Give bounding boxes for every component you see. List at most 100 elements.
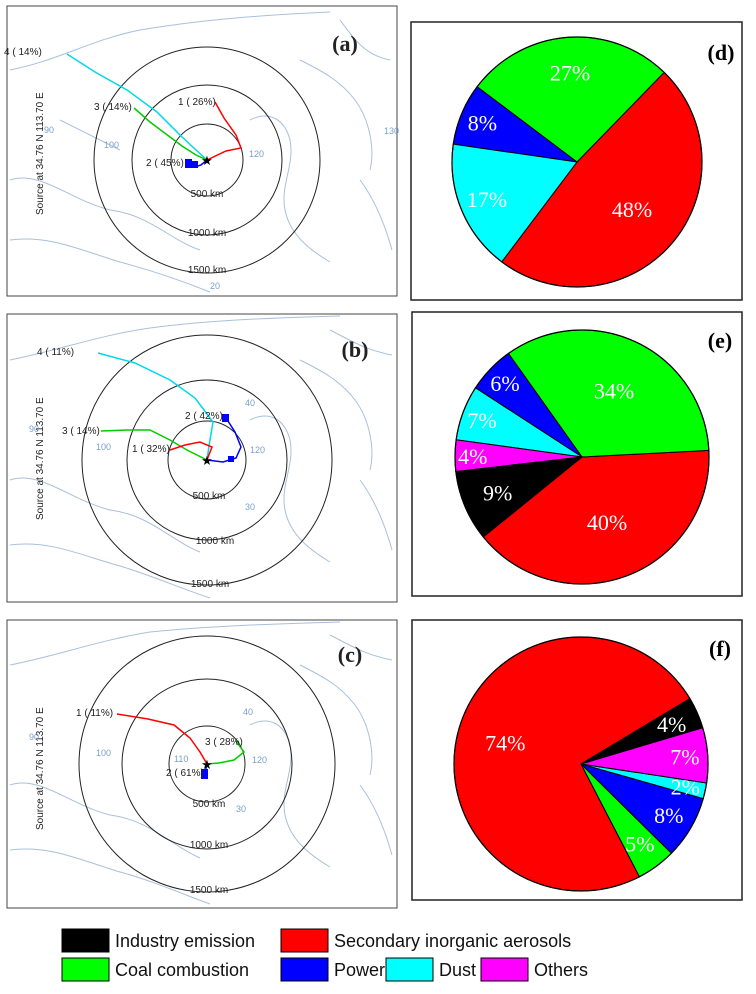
pie-label-secondary-inorganic-aerosols: 74% [485,731,525,756]
ring-label-1000-b: 1000 km [196,536,234,547]
cluster-label-1-a: 1 ( 26%) [178,97,216,108]
ring-label-1000-c: 1000 km [190,840,228,851]
trajectory-2-b [206,417,242,463]
lon-label-b-100: 100 [96,442,111,452]
lon-label-a-120: 120 [249,149,264,159]
map-c-coastlines [9,621,393,905]
pie-label-dust: 17% [467,187,507,212]
ring-label-500-c: 500 km [193,799,226,810]
cluster-label-4-a: 4 ( 14%) [4,47,42,58]
pie-label-power: 6% [490,371,519,396]
ring-label-1500-a: 1500 km [188,265,226,276]
cluster-label-3-c: 3 ( 28%) [205,737,243,748]
range-rings-b [81,334,333,586]
legend-label-secondary: Secondary inorganic aerosols [334,931,571,951]
source-star-a: ★ [201,153,213,168]
marker-2b-b [228,456,234,462]
legend-swatch-secondary [280,928,329,953]
cluster-label-2-a: 2 ( 45%) [146,158,184,169]
marker-2-c [201,769,208,779]
pie-label-industry-emission: 4% [657,712,686,737]
pie-chart-e: 40% 34% 6% 7% 4% 9% [454,329,710,585]
lon-label-a-90: 90 [44,125,54,135]
panel-label-a: (a) [332,31,358,56]
cluster-label-1-c: 1 ( 11%) [76,708,113,719]
map-frame-c [6,619,398,909]
legend-label-coal: Coal combustion [115,960,249,980]
legend-label-industry: Industry emission [115,931,255,951]
pie-label-coal-combustion: 5% [625,832,654,857]
pie-label-coal-combustion: 34% [594,379,634,404]
pie-label-others: 4% [458,444,487,469]
marker-2-b [222,414,229,422]
cluster-label-3-a: 3 ( 14%) [94,102,132,113]
legend-swatch-dust [385,957,434,982]
lat-label-c-40: 40 [243,707,253,717]
source-label-c: Source at 34.76 N 113.70 E [35,707,46,830]
lat-label-b-30: 30 [245,502,255,512]
pie-label-others: 7% [670,745,699,770]
marker-2a-b [192,161,198,168]
marker-2-a [185,159,192,168]
ring-1500km-c [78,635,336,893]
range-rings-c [78,635,336,893]
lat-label-b-40: 40 [245,398,255,408]
lon-label-c-100: 100 [96,748,111,758]
pie-chart-f: 74%5%8%2%7%4% [453,636,709,892]
lon-label-a-100: 100 [104,140,119,150]
trajectories-b [97,352,242,463]
lon-label-c-110: 110 [174,754,188,764]
pie-label-industry-emission: 9% [483,480,512,505]
panel-label-d: (d) [708,40,735,65]
ring-label-500-a: 500 km [191,189,224,200]
legend-label-dust: Dust [439,960,476,980]
cluster-label-3-b: 3 ( 14%) [62,426,100,437]
trajectory-1-a [206,101,243,161]
ring-1500km-a [93,46,321,274]
map-panels [6,5,398,909]
ring-1000km-a [131,84,283,236]
lon-label-b-90: 90 [29,424,39,434]
trajectory-markers [185,159,234,779]
pie-outline [451,36,703,288]
ring-500km-c [168,725,246,803]
ring-label-1500-c: 1500 km [190,885,228,896]
legend-label-power: Power [334,960,385,980]
ring-1500km-b [81,334,333,586]
map-b-coastlines [9,315,393,599]
ring-label-1500-b: 1500 km [191,579,229,590]
legend-label-others: Others [534,960,588,980]
trajectory-1-b [169,441,213,461]
cluster-label-2-b: 2 ( 42%) [185,411,223,422]
pie-outline [453,636,709,892]
lon-label-c-90: 90 [29,732,39,742]
ring-1000km-b [126,379,288,541]
panel-label-c: (c) [338,642,362,667]
source-label-a: Source at 34.76 N 113.70 E [35,92,46,215]
source-star-b: ★ [201,453,213,468]
legend-swatch-power [280,957,329,982]
cluster-label-4-b: 4 ( 11%) [37,347,74,358]
panel-label-f: (f) [709,636,731,661]
trajectory-4-a [66,53,208,161]
ring-label-500-b: 500 km [193,491,226,502]
trajectory-3-c [206,740,246,765]
source-markers: ★ ★ ★ [201,153,213,772]
ring-1000km-c [121,678,293,850]
pie-label-coal-combustion: 27% [550,60,590,85]
cluster-label-1-b: 1 ( 32%) [132,444,170,455]
pie-outline [454,329,710,585]
pie-label-secondary-inorganic-aerosols: 40% [587,510,627,535]
panel-label-b: (b) [342,337,369,362]
pie-label-dust: 7% [467,408,496,433]
lat-label-c-30: 30 [236,804,246,814]
trajectory-1-c [116,713,208,765]
panel-label-e: (e) [708,328,732,353]
source-label-b: Source at 34.76 N 113.70 E [35,397,46,520]
trajectory-3-b [100,429,208,461]
pie-label-power: 8% [468,111,497,136]
pie-chart-d: 48% 27% 8% 17% [451,36,703,288]
pie-label-power: 8% [654,803,683,828]
source-star-c: ★ [201,757,213,772]
